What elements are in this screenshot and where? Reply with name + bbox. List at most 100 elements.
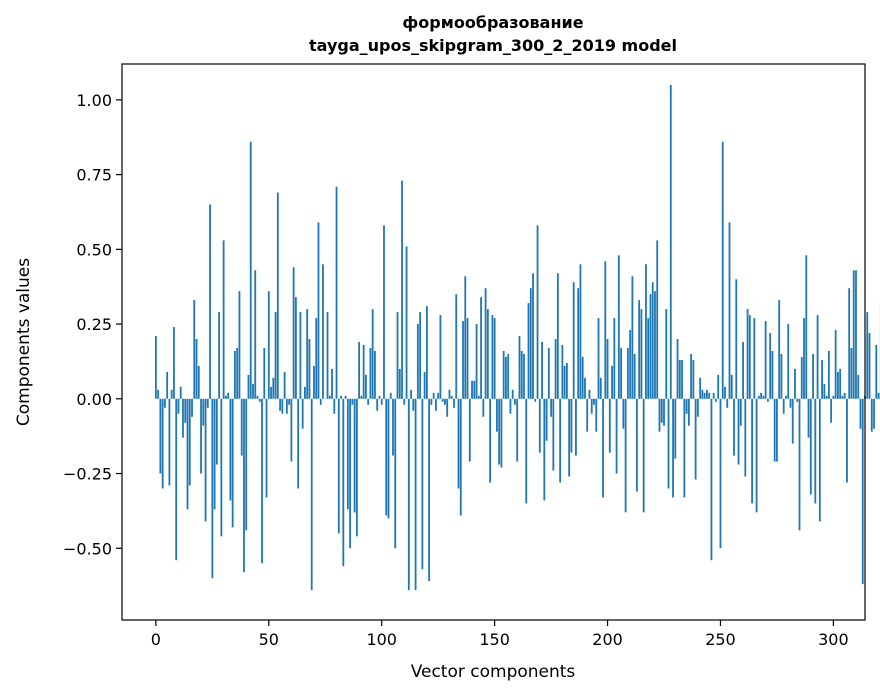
bar-134: [457, 398, 460, 489]
x-tick-label-100: 100: [366, 630, 397, 649]
bar-150: [493, 318, 496, 399]
bar-312: [859, 398, 862, 429]
bar-261: [744, 398, 747, 477]
bar-181: [563, 365, 566, 399]
bar-229: [672, 398, 674, 498]
bar-262: [746, 309, 749, 399]
bar-158: [511, 389, 514, 399]
bar-318: [873, 398, 875, 429]
bar-20: [200, 398, 202, 474]
bar-254: [728, 222, 731, 399]
bar-283: [794, 368, 796, 399]
bar-286: [800, 356, 803, 399]
bar-303: [839, 368, 842, 399]
bar-71: [315, 318, 318, 399]
bar-42: [249, 141, 252, 399]
bar-137: [464, 276, 467, 399]
bar-296: [823, 383, 826, 399]
y-tick-label-4: 0.50: [76, 240, 112, 259]
bar-136: [462, 321, 464, 399]
bar-287: [803, 318, 805, 399]
bar-311: [857, 374, 860, 399]
plot-frame: [121, 63, 866, 621]
bar-32: [227, 392, 230, 399]
bar-120: [425, 306, 428, 399]
bar-87: [351, 398, 354, 405]
bar-9: [175, 398, 178, 561]
bar-84: [344, 395, 347, 399]
bar-307: [848, 288, 851, 399]
bar-24: [209, 204, 211, 399]
bar-107: [396, 312, 399, 399]
bar-201: [608, 398, 611, 453]
bar-186: [575, 398, 577, 456]
bar-263: [748, 315, 751, 399]
bar-191: [586, 398, 589, 432]
bar-192: [588, 389, 591, 399]
bar-64: [299, 312, 302, 399]
bar-243: [703, 392, 706, 399]
bar-70: [313, 365, 315, 399]
bar-18: [195, 339, 198, 399]
bar-160: [516, 398, 519, 462]
bar-246: [710, 398, 713, 561]
bar-82: [340, 395, 342, 399]
bar-166: [529, 288, 532, 399]
bar-147: [486, 309, 489, 399]
bar-100: [380, 398, 383, 405]
bar-68: [308, 339, 311, 399]
bar-50: [267, 291, 270, 399]
bar-52: [272, 377, 275, 399]
bar-228: [669, 84, 672, 399]
bar-212: [633, 353, 636, 399]
bar-247: [712, 392, 715, 399]
bar-131: [450, 395, 453, 399]
bars-group: [154, 84, 880, 591]
bar-188: [579, 264, 582, 399]
bar-230: [674, 398, 677, 459]
bar-299: [830, 398, 833, 423]
bar-308: [850, 347, 853, 399]
bar-264: [751, 398, 753, 504]
bar-96: [371, 309, 374, 399]
bar-29: [220, 398, 223, 537]
bar-232: [678, 359, 681, 399]
bar-214: [638, 300, 641, 399]
bar-66: [304, 386, 306, 399]
bar-282: [791, 398, 794, 444]
bar-65: [301, 398, 304, 429]
bar-183: [568, 398, 571, 477]
bar-235: [685, 398, 688, 414]
bar-90: [358, 342, 361, 399]
bar-109: [401, 180, 403, 399]
bar-281: [789, 398, 792, 408]
bar-300: [832, 395, 835, 399]
y-tick-label-0: −0.50: [63, 539, 112, 558]
bar-260: [742, 342, 744, 399]
bar-278: [782, 398, 785, 414]
bar-77: [328, 395, 331, 399]
bar-234: [683, 398, 686, 498]
bar-67: [306, 309, 309, 399]
bar-31: [224, 395, 227, 399]
bar-115: [414, 398, 417, 591]
bar-81: [337, 398, 340, 534]
bar-1: [157, 389, 160, 399]
bar-196: [597, 318, 600, 399]
bar-175: [550, 398, 552, 417]
bar-141: [473, 380, 476, 399]
bar-117: [419, 312, 422, 399]
bar-33: [229, 398, 232, 501]
bar-130: [448, 389, 451, 399]
bar-223: [658, 398, 661, 432]
bar-197: [599, 377, 602, 399]
bar-14: [186, 398, 189, 510]
bar-123: [432, 392, 435, 399]
bar-217: [645, 264, 647, 399]
bar-143: [477, 395, 480, 399]
bar-58: [285, 398, 288, 414]
bar-170: [538, 398, 541, 453]
bar-290: [809, 398, 812, 495]
bar-162: [520, 350, 523, 399]
